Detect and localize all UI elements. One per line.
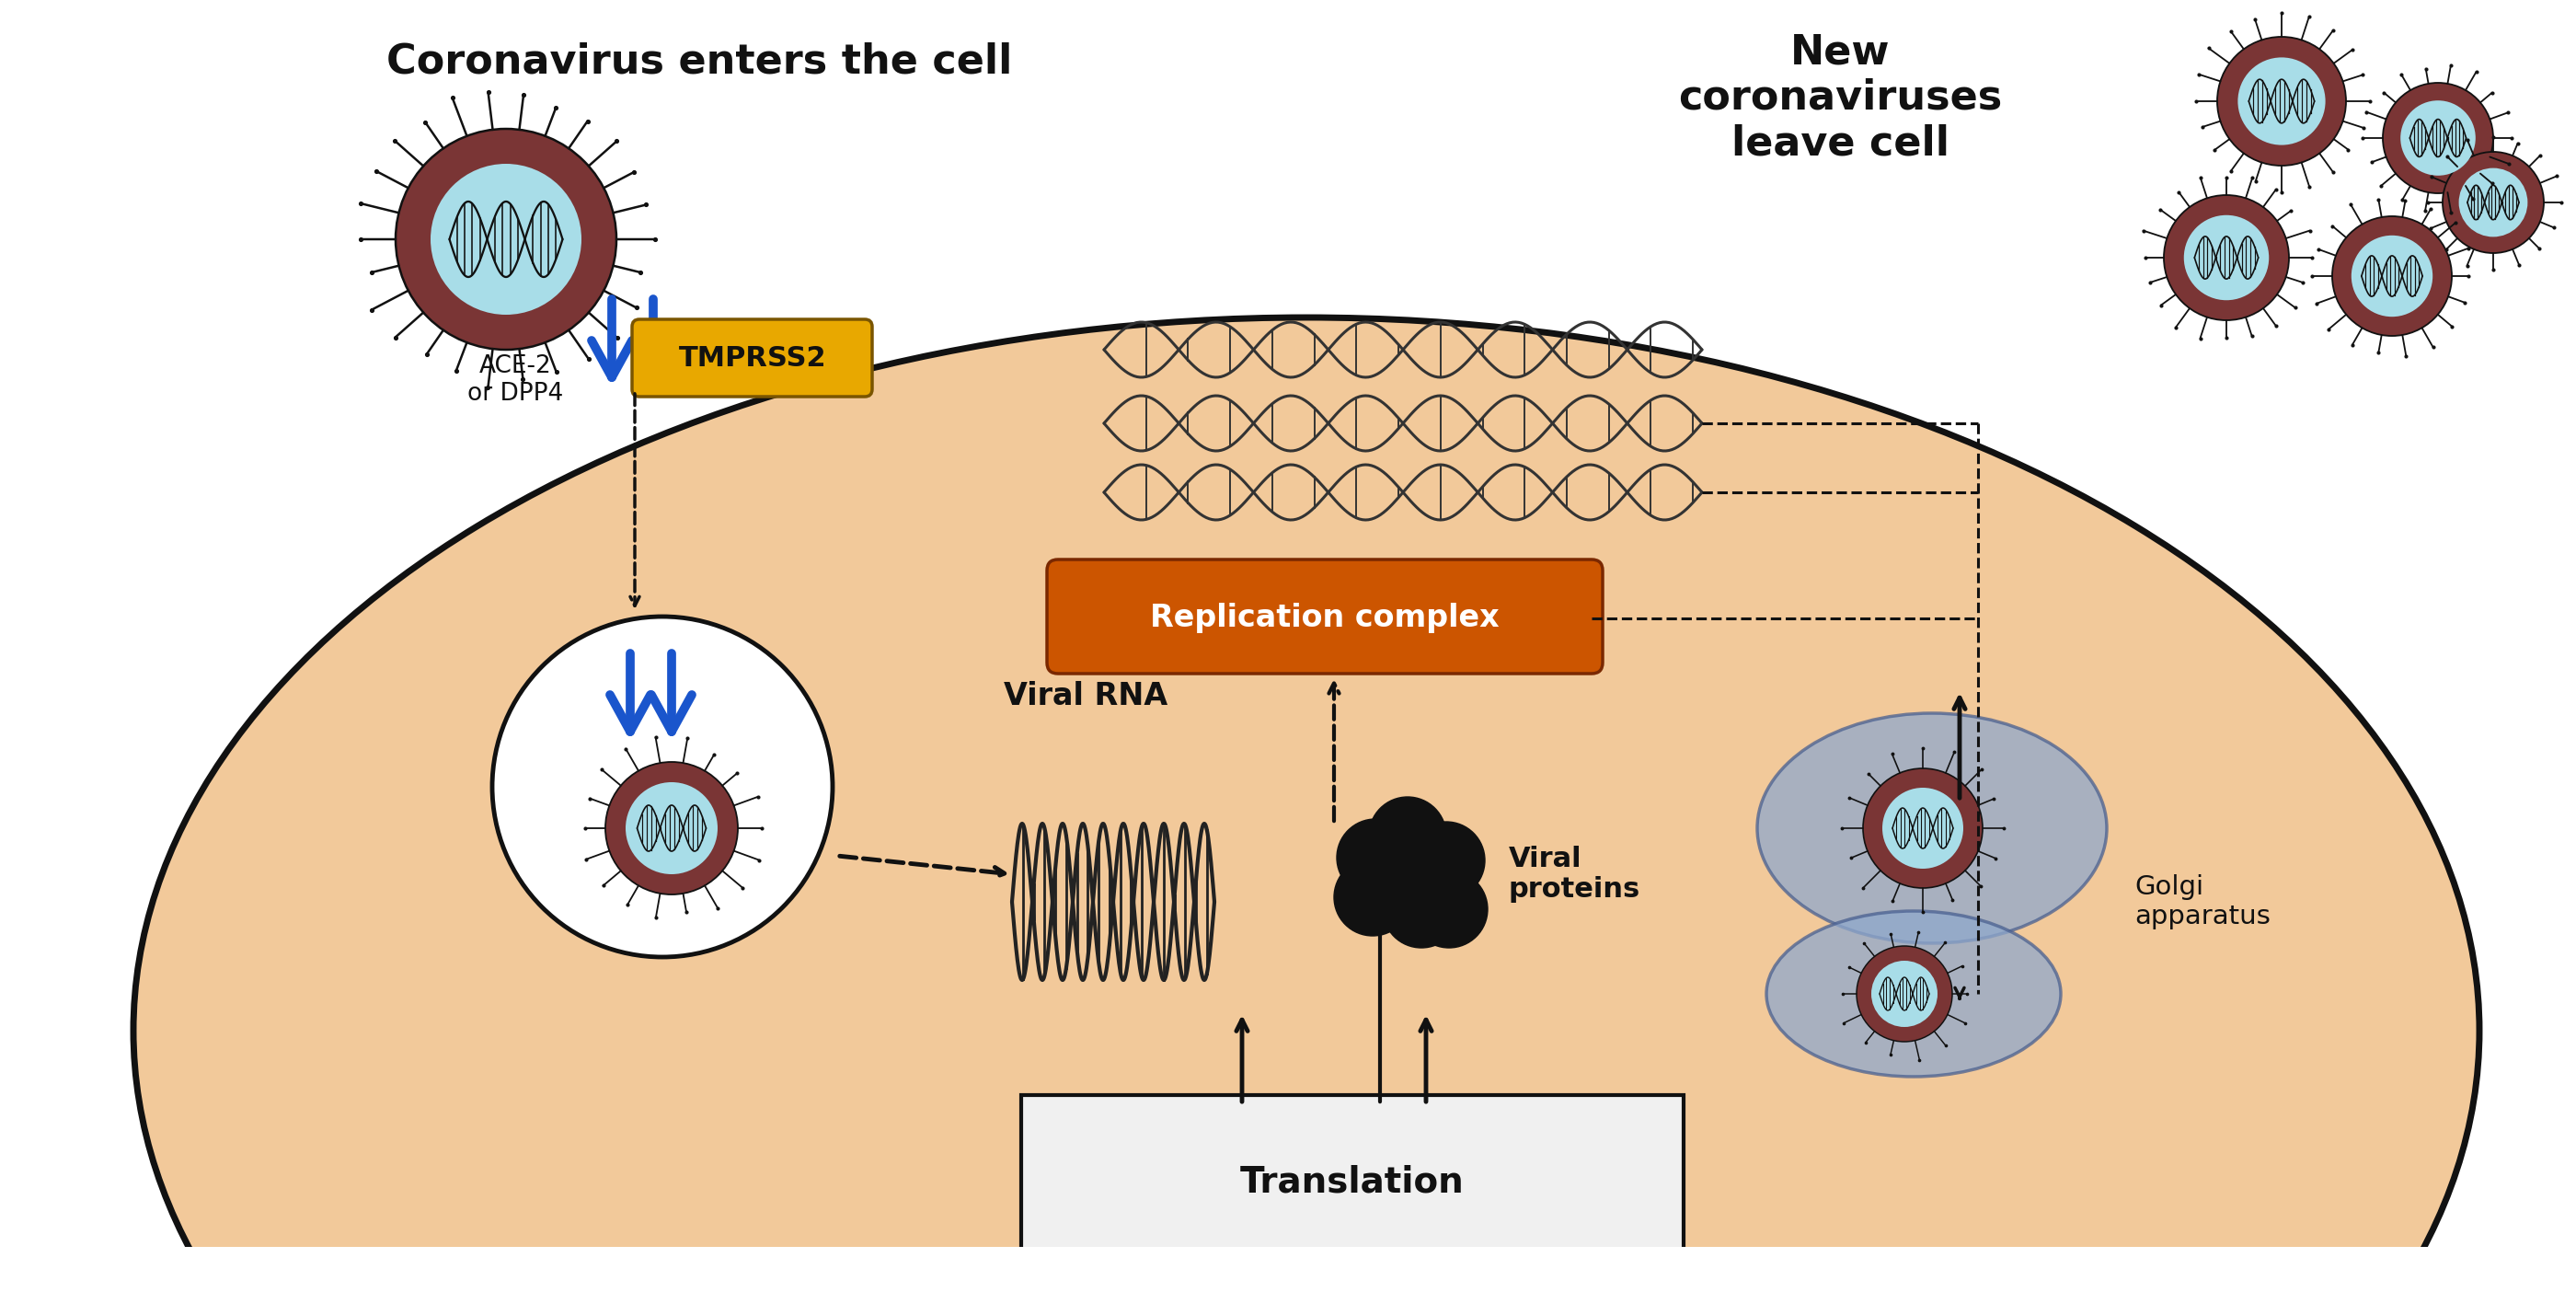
Ellipse shape xyxy=(134,318,2478,1292)
Circle shape xyxy=(1406,822,1484,899)
Circle shape xyxy=(2164,195,2290,320)
Circle shape xyxy=(2383,83,2494,194)
Circle shape xyxy=(2331,216,2452,336)
Circle shape xyxy=(1334,859,1412,935)
Circle shape xyxy=(430,164,582,315)
Circle shape xyxy=(2184,214,2269,300)
Text: Translation: Translation xyxy=(1239,1165,1466,1200)
Text: New
coronaviruses
leave cell: New coronaviruses leave cell xyxy=(1677,32,2002,163)
Text: Viral RNA: Viral RNA xyxy=(1005,681,1167,712)
FancyBboxPatch shape xyxy=(631,319,873,397)
Text: Replication complex: Replication complex xyxy=(1149,603,1499,633)
FancyBboxPatch shape xyxy=(1046,559,1602,673)
Circle shape xyxy=(1857,946,1953,1041)
Circle shape xyxy=(605,762,737,894)
Ellipse shape xyxy=(1757,713,2107,943)
Bar xyxy=(0,1247,2576,1292)
Circle shape xyxy=(2442,152,2545,253)
Text: TMPRSS2: TMPRSS2 xyxy=(677,345,827,372)
Circle shape xyxy=(2401,101,2476,176)
Circle shape xyxy=(1862,769,1984,888)
Circle shape xyxy=(2458,168,2527,236)
Circle shape xyxy=(1870,961,1937,1027)
Text: Viral
proteins: Viral proteins xyxy=(1510,845,1641,903)
Circle shape xyxy=(2218,36,2347,165)
Circle shape xyxy=(397,129,616,350)
Circle shape xyxy=(2239,57,2326,145)
Circle shape xyxy=(626,782,719,875)
Circle shape xyxy=(2352,235,2432,317)
Circle shape xyxy=(1383,871,1461,948)
Circle shape xyxy=(1337,819,1414,897)
Text: Coronavirus enters the cell: Coronavirus enters the cell xyxy=(386,41,1012,81)
FancyBboxPatch shape xyxy=(1020,1096,1685,1270)
Text: ACE-2
or DPP4: ACE-2 or DPP4 xyxy=(466,354,564,406)
Circle shape xyxy=(1883,788,1963,868)
Text: Golgi
apparatus: Golgi apparatus xyxy=(2136,873,2269,930)
Circle shape xyxy=(1368,797,1445,875)
Circle shape xyxy=(1412,871,1489,948)
Circle shape xyxy=(492,616,832,957)
Ellipse shape xyxy=(1767,911,2061,1076)
